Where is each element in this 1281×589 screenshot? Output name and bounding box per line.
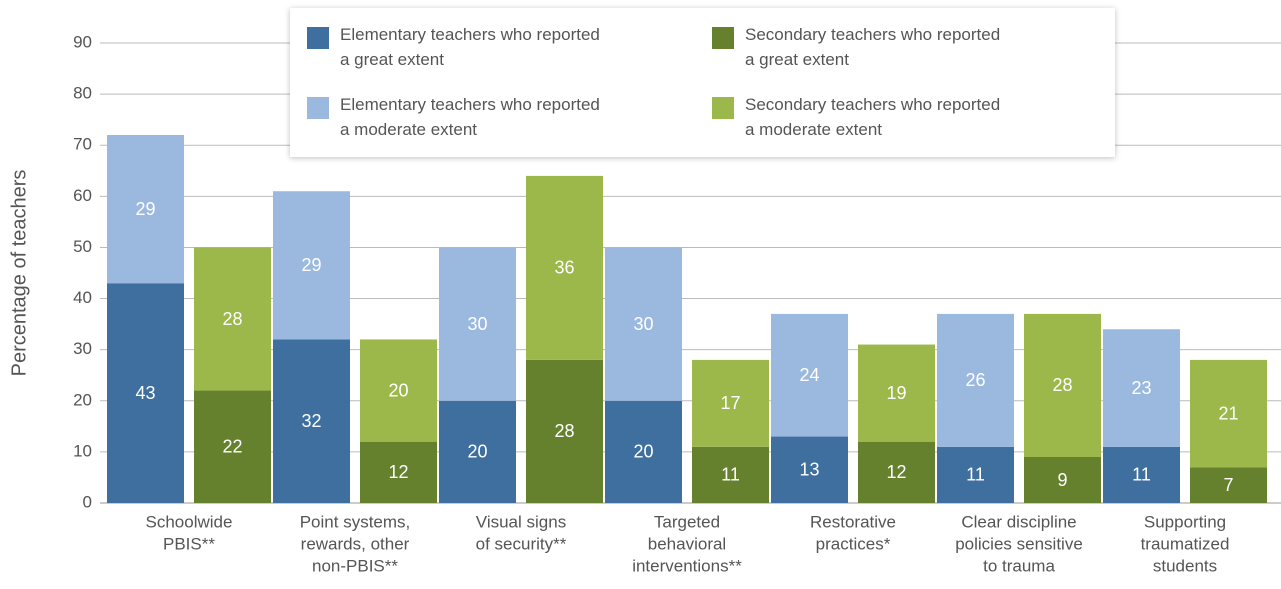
- y-tick-label: 0: [83, 492, 92, 511]
- y-tick-label: 40: [73, 288, 92, 307]
- x-tick-label: behavioral: [648, 534, 726, 553]
- value-label: 12: [388, 462, 408, 482]
- value-label: 13: [799, 460, 819, 480]
- x-tick-label: policies sensitive: [955, 534, 1083, 553]
- legend-label: Elementary teachers who reported a modera…: [340, 95, 600, 139]
- value-label: 36: [554, 258, 574, 278]
- bar-segment: [107, 283, 184, 503]
- bar-segment: [526, 359, 603, 503]
- x-tick-label: Visual signs: [476, 512, 566, 531]
- y-tick-label: 80: [73, 84, 92, 103]
- value-label: 29: [301, 255, 321, 275]
- bar-segment: [526, 175, 603, 360]
- value-label: 43: [135, 383, 155, 403]
- value-label: 12: [886, 462, 906, 482]
- value-label: 20: [467, 442, 487, 462]
- y-tick-label: 60: [73, 186, 92, 205]
- legend-swatch: [712, 97, 734, 119]
- legend-swatch: [307, 97, 329, 119]
- bar-segment: [273, 191, 350, 340]
- x-tick-label: interventions**: [632, 556, 742, 575]
- bar-segment: [937, 313, 1014, 447]
- legend-label: Elementary teachers who reported a great …: [340, 25, 600, 69]
- bar-segment: [858, 441, 935, 503]
- value-label: 28: [1052, 375, 1072, 395]
- legend-label: Secondary teachers who reported a moderat…: [745, 95, 1000, 139]
- x-tick-label: Clear discipline: [961, 512, 1076, 531]
- x-tick-label: practices*: [816, 534, 891, 553]
- y-axis-label: Percentage of teachers: [8, 170, 30, 377]
- value-label: 11: [966, 465, 985, 485]
- value-label: 19: [886, 383, 906, 403]
- value-label: 28: [222, 309, 242, 329]
- bar-segment: [858, 344, 935, 442]
- x-tick-label: Point systems,: [300, 512, 411, 531]
- x-tick-label: traumatized: [1141, 534, 1230, 553]
- bar-segment: [692, 446, 769, 503]
- value-label: 26: [965, 370, 985, 390]
- bar-segment: [771, 313, 848, 437]
- y-tick-label: 70: [73, 135, 92, 154]
- legend-label: Secondary teachers who reported a great e…: [745, 25, 1000, 69]
- value-label: 28: [554, 421, 574, 441]
- bar-segment: [1190, 359, 1267, 468]
- y-tick-label: 20: [73, 390, 92, 409]
- bar-segment: [194, 247, 271, 391]
- value-label: 11: [721, 465, 740, 485]
- value-label: 9: [1057, 470, 1067, 490]
- value-label: 17: [720, 393, 740, 413]
- bar-segment: [937, 446, 1014, 503]
- value-label: 20: [633, 442, 653, 462]
- value-label: 7: [1223, 475, 1233, 495]
- bar-segment: [439, 400, 516, 503]
- x-tick-label: non-PBIS**: [312, 556, 398, 575]
- bar-segment: [273, 339, 350, 503]
- y-tick-label: 10: [73, 441, 92, 460]
- legend-box: [290, 8, 1115, 157]
- value-label: 32: [301, 411, 321, 431]
- bar-segment: [1103, 329, 1180, 447]
- value-label: 30: [633, 314, 653, 334]
- value-label: 22: [222, 437, 242, 457]
- bar-segment: [605, 247, 682, 401]
- x-tick-label: to trauma: [983, 556, 1055, 575]
- bar-segment: [692, 359, 769, 447]
- bar-segment: [360, 441, 437, 503]
- bar-segment: [1190, 467, 1267, 503]
- bar-segment: [605, 400, 682, 503]
- value-label: 20: [388, 380, 408, 400]
- y-tick-label: 90: [73, 32, 92, 51]
- value-label: 21: [1218, 403, 1238, 423]
- x-tick-label: PBIS**: [163, 534, 215, 553]
- x-tick-label: Schoolwide: [146, 512, 233, 531]
- bar-segment: [360, 339, 437, 442]
- bar-segment: [1024, 313, 1101, 457]
- bar-segment: [771, 436, 848, 503]
- x-tick-label: Restorative: [810, 512, 896, 531]
- legend-swatch: [712, 27, 734, 49]
- bar-segment: [1103, 446, 1180, 503]
- x-tick-label: rewards, other: [301, 534, 410, 553]
- value-label: 23: [1131, 378, 1151, 398]
- value-label: 11: [1132, 465, 1151, 485]
- value-label: 29: [135, 199, 155, 219]
- value-label: 30: [467, 314, 487, 334]
- bar-segment: [1024, 457, 1101, 503]
- y-tick-label: 50: [73, 237, 92, 256]
- y-tick-label: 30: [73, 339, 92, 358]
- bar-segment: [439, 247, 516, 401]
- x-tick-label: students: [1153, 556, 1217, 575]
- legend-swatch: [307, 27, 329, 49]
- value-label: 24: [799, 365, 819, 385]
- bar-segment: [194, 390, 271, 503]
- x-tick-label: Targeted: [654, 512, 720, 531]
- bar-segment: [107, 135, 184, 284]
- x-tick-label: of security**: [476, 534, 567, 553]
- x-tick-label: Supporting: [1144, 512, 1226, 531]
